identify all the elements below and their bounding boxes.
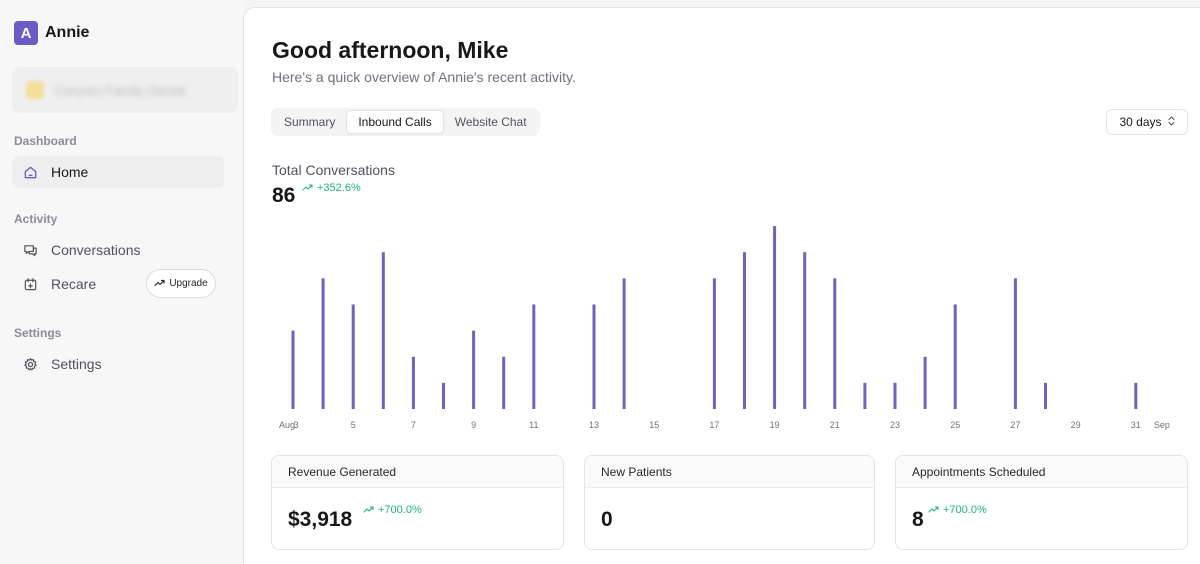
card-value: 0: [601, 508, 613, 531]
trend-up-icon: [363, 504, 374, 516]
page-title: Good afternoon, Mike: [272, 37, 509, 63]
trend-value: +700.0%: [378, 504, 422, 516]
trend-value: +700.0%: [943, 504, 987, 516]
brand[interactable]: A Annie: [14, 21, 89, 45]
gear-icon: [22, 356, 38, 372]
tab-inbound-calls[interactable]: Inbound Calls: [346, 110, 444, 134]
card-title: New Patients: [585, 456, 874, 488]
brand-logo-icon: A: [14, 21, 38, 45]
x-axis-tick-label: 21: [830, 420, 840, 430]
x-axis-month-label: Aug: [279, 420, 295, 430]
x-axis-tick-label: 29: [1071, 420, 1081, 430]
organization-icon: [26, 81, 44, 99]
x-axis-tick-label: 27: [1010, 420, 1020, 430]
total-conversations-label: Total Conversations: [272, 162, 395, 178]
sidebar-item-label: Home: [51, 164, 89, 180]
x-axis-tick-label: 5: [351, 420, 356, 430]
x-axis-tick-label: 25: [950, 420, 960, 430]
organization-name: Conyers Family Dental: [54, 82, 186, 98]
total-conversations-value: 86: [272, 184, 296, 207]
x-axis-tick-label: 3: [293, 420, 298, 430]
chart-bar[interactable]: [411, 356, 415, 409]
chevron-up-down-icon: [1167, 115, 1175, 129]
tab-summary[interactable]: Summary: [284, 115, 336, 129]
appointments-card: Appointments Scheduled 8 +700.0%: [895, 455, 1188, 550]
sidebar-item-recare[interactable]: Recare: [12, 268, 96, 300]
main-panel: Good afternoon, Mike Here's a quick over…: [243, 7, 1200, 564]
chart-bar[interactable]: [1044, 382, 1047, 409]
chart-bar[interactable]: [712, 278, 716, 409]
chart-bar[interactable]: [1134, 382, 1138, 409]
chart-bar[interactable]: [532, 304, 536, 409]
sidebar-item-home[interactable]: Home: [12, 156, 224, 188]
card-title: Revenue Generated: [272, 456, 563, 488]
x-axis-month-label: Sep: [1154, 420, 1170, 430]
chart-bar[interactable]: [863, 382, 867, 409]
revenue-card: Revenue Generated $3,918 +700.0%: [271, 455, 564, 550]
chart-bar[interactable]: [803, 252, 807, 409]
chart-bar[interactable]: [923, 356, 927, 409]
card-value: $3,918: [288, 508, 353, 531]
x-axis-tick-label: 13: [589, 420, 599, 430]
chat-icon: [22, 242, 38, 258]
chart-bar[interactable]: [743, 252, 746, 409]
chart-bar[interactable]: [773, 226, 777, 409]
x-axis-tick-label: 7: [411, 420, 416, 430]
chart-bar[interactable]: [472, 330, 476, 409]
tab-website-chat[interactable]: Website Chat: [454, 115, 527, 129]
chart-bar[interactable]: [833, 278, 837, 409]
x-axis-tick-label: 19: [770, 420, 780, 430]
chart-bar[interactable]: [502, 356, 506, 409]
sidebar: A Annie Conyers Family Dental Dashboard …: [0, 0, 243, 564]
sidebar-item-label: Settings: [51, 356, 102, 372]
brand-name: Annie: [45, 24, 90, 41]
trend-up-icon: [302, 182, 313, 194]
x-axis-tick-label: 17: [709, 420, 719, 430]
card-trend: +700.0%: [363, 504, 422, 516]
trend-up-icon: [154, 278, 165, 290]
upgrade-button[interactable]: Upgrade: [146, 269, 216, 298]
section-label-settings: Settings: [14, 326, 62, 340]
trend-value: +352.6%: [317, 182, 361, 194]
chart-bar[interactable]: [291, 330, 295, 409]
chart-bar[interactable]: [1013, 278, 1017, 409]
sidebar-item-conversations[interactable]: Conversations: [12, 234, 141, 266]
chart-bar[interactable]: [442, 382, 445, 409]
upgrade-label: Upgrade: [169, 278, 208, 289]
chart-bar[interactable]: [953, 304, 957, 409]
chart-bar[interactable]: [592, 304, 596, 409]
x-axis-tick-label: 9: [471, 420, 476, 430]
sidebar-item-settings[interactable]: Settings: [12, 348, 102, 380]
chart-bar[interactable]: [351, 304, 355, 409]
x-axis-tick-label: 15: [649, 420, 659, 430]
card-trend: +700.0%: [928, 504, 987, 516]
sidebar-item-label: Recare: [51, 276, 97, 292]
organization-switcher[interactable]: Conyers Family Dental: [12, 67, 238, 113]
chart-bar[interactable]: [622, 278, 626, 409]
chart-bar[interactable]: [893, 382, 897, 409]
new-patients-card: New Patients 0: [584, 455, 875, 550]
section-label-dashboard: Dashboard: [14, 134, 77, 148]
sidebar-item-label: Conversations: [51, 242, 141, 258]
card-value: 8: [912, 508, 924, 531]
date-range-select[interactable]: 30 days: [1106, 109, 1188, 135]
x-axis-tick-label: 23: [890, 420, 900, 430]
date-range-value: 30 days: [1119, 115, 1162, 129]
trend-up-icon: [928, 504, 939, 516]
card-title: Appointments Scheduled: [896, 456, 1187, 488]
x-axis-tick-label: 11: [529, 420, 538, 430]
chart-bar[interactable]: [321, 278, 325, 409]
channel-tabs: Summary Inbound Calls Website Chat: [271, 108, 540, 136]
calendar-plus-icon: [22, 276, 38, 292]
x-axis-tick-label: 31: [1131, 420, 1141, 430]
section-label-activity: Activity: [14, 212, 58, 226]
chart-bar[interactable]: [381, 252, 385, 409]
home-icon: [22, 164, 38, 180]
page-subtitle: Here's a quick overview of Annie's recen…: [272, 69, 576, 85]
total-trend: +352.6%: [302, 182, 361, 194]
